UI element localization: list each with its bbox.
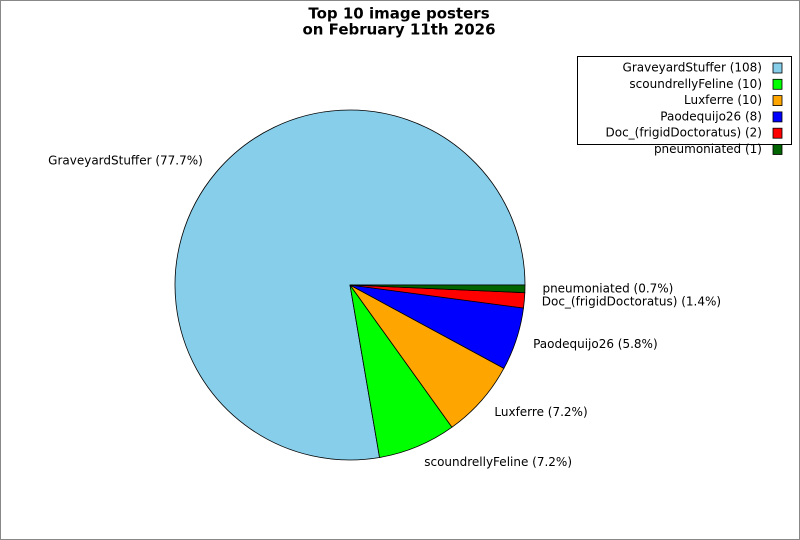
legend-label: GraveyardStuffer (108): [623, 61, 762, 75]
legend-swatch: [772, 95, 783, 106]
slice-label: Luxferre (7.2%): [494, 405, 587, 419]
legend-swatch: [772, 78, 783, 90]
slice-label: scoundrellyFeline (7.2%): [424, 455, 572, 469]
legend-swatch: [772, 144, 783, 155]
legend-label: scoundrellyFeline (10): [629, 77, 762, 91]
legend-swatch: [772, 127, 783, 139]
slice-label: Paodequijo26 (5.8%): [533, 337, 658, 351]
legend-label: pneumoniated (1): [654, 142, 762, 156]
legend-swatch: [772, 62, 783, 74]
legend-box: [577, 56, 792, 145]
slice-label: Doc_(frigidDoctoratus) (1.4%): [542, 294, 721, 308]
chart-title: on February 11th 2026: [302, 21, 495, 39]
legend-swatch: [772, 111, 783, 123]
legend-label: Doc_(frigidDoctoratus) (2): [606, 126, 763, 140]
legend-label: Paodequijo26 (8): [660, 109, 762, 123]
slice-label: pneumoniated (0.7%): [542, 282, 673, 296]
pie-slice: [349, 284, 526, 294]
legend-label: Luxferre (10): [684, 93, 762, 107]
slice-label: GraveyardStuffer (77.7%): [48, 153, 203, 167]
chart-title: Top 10 image posters: [308, 5, 489, 23]
